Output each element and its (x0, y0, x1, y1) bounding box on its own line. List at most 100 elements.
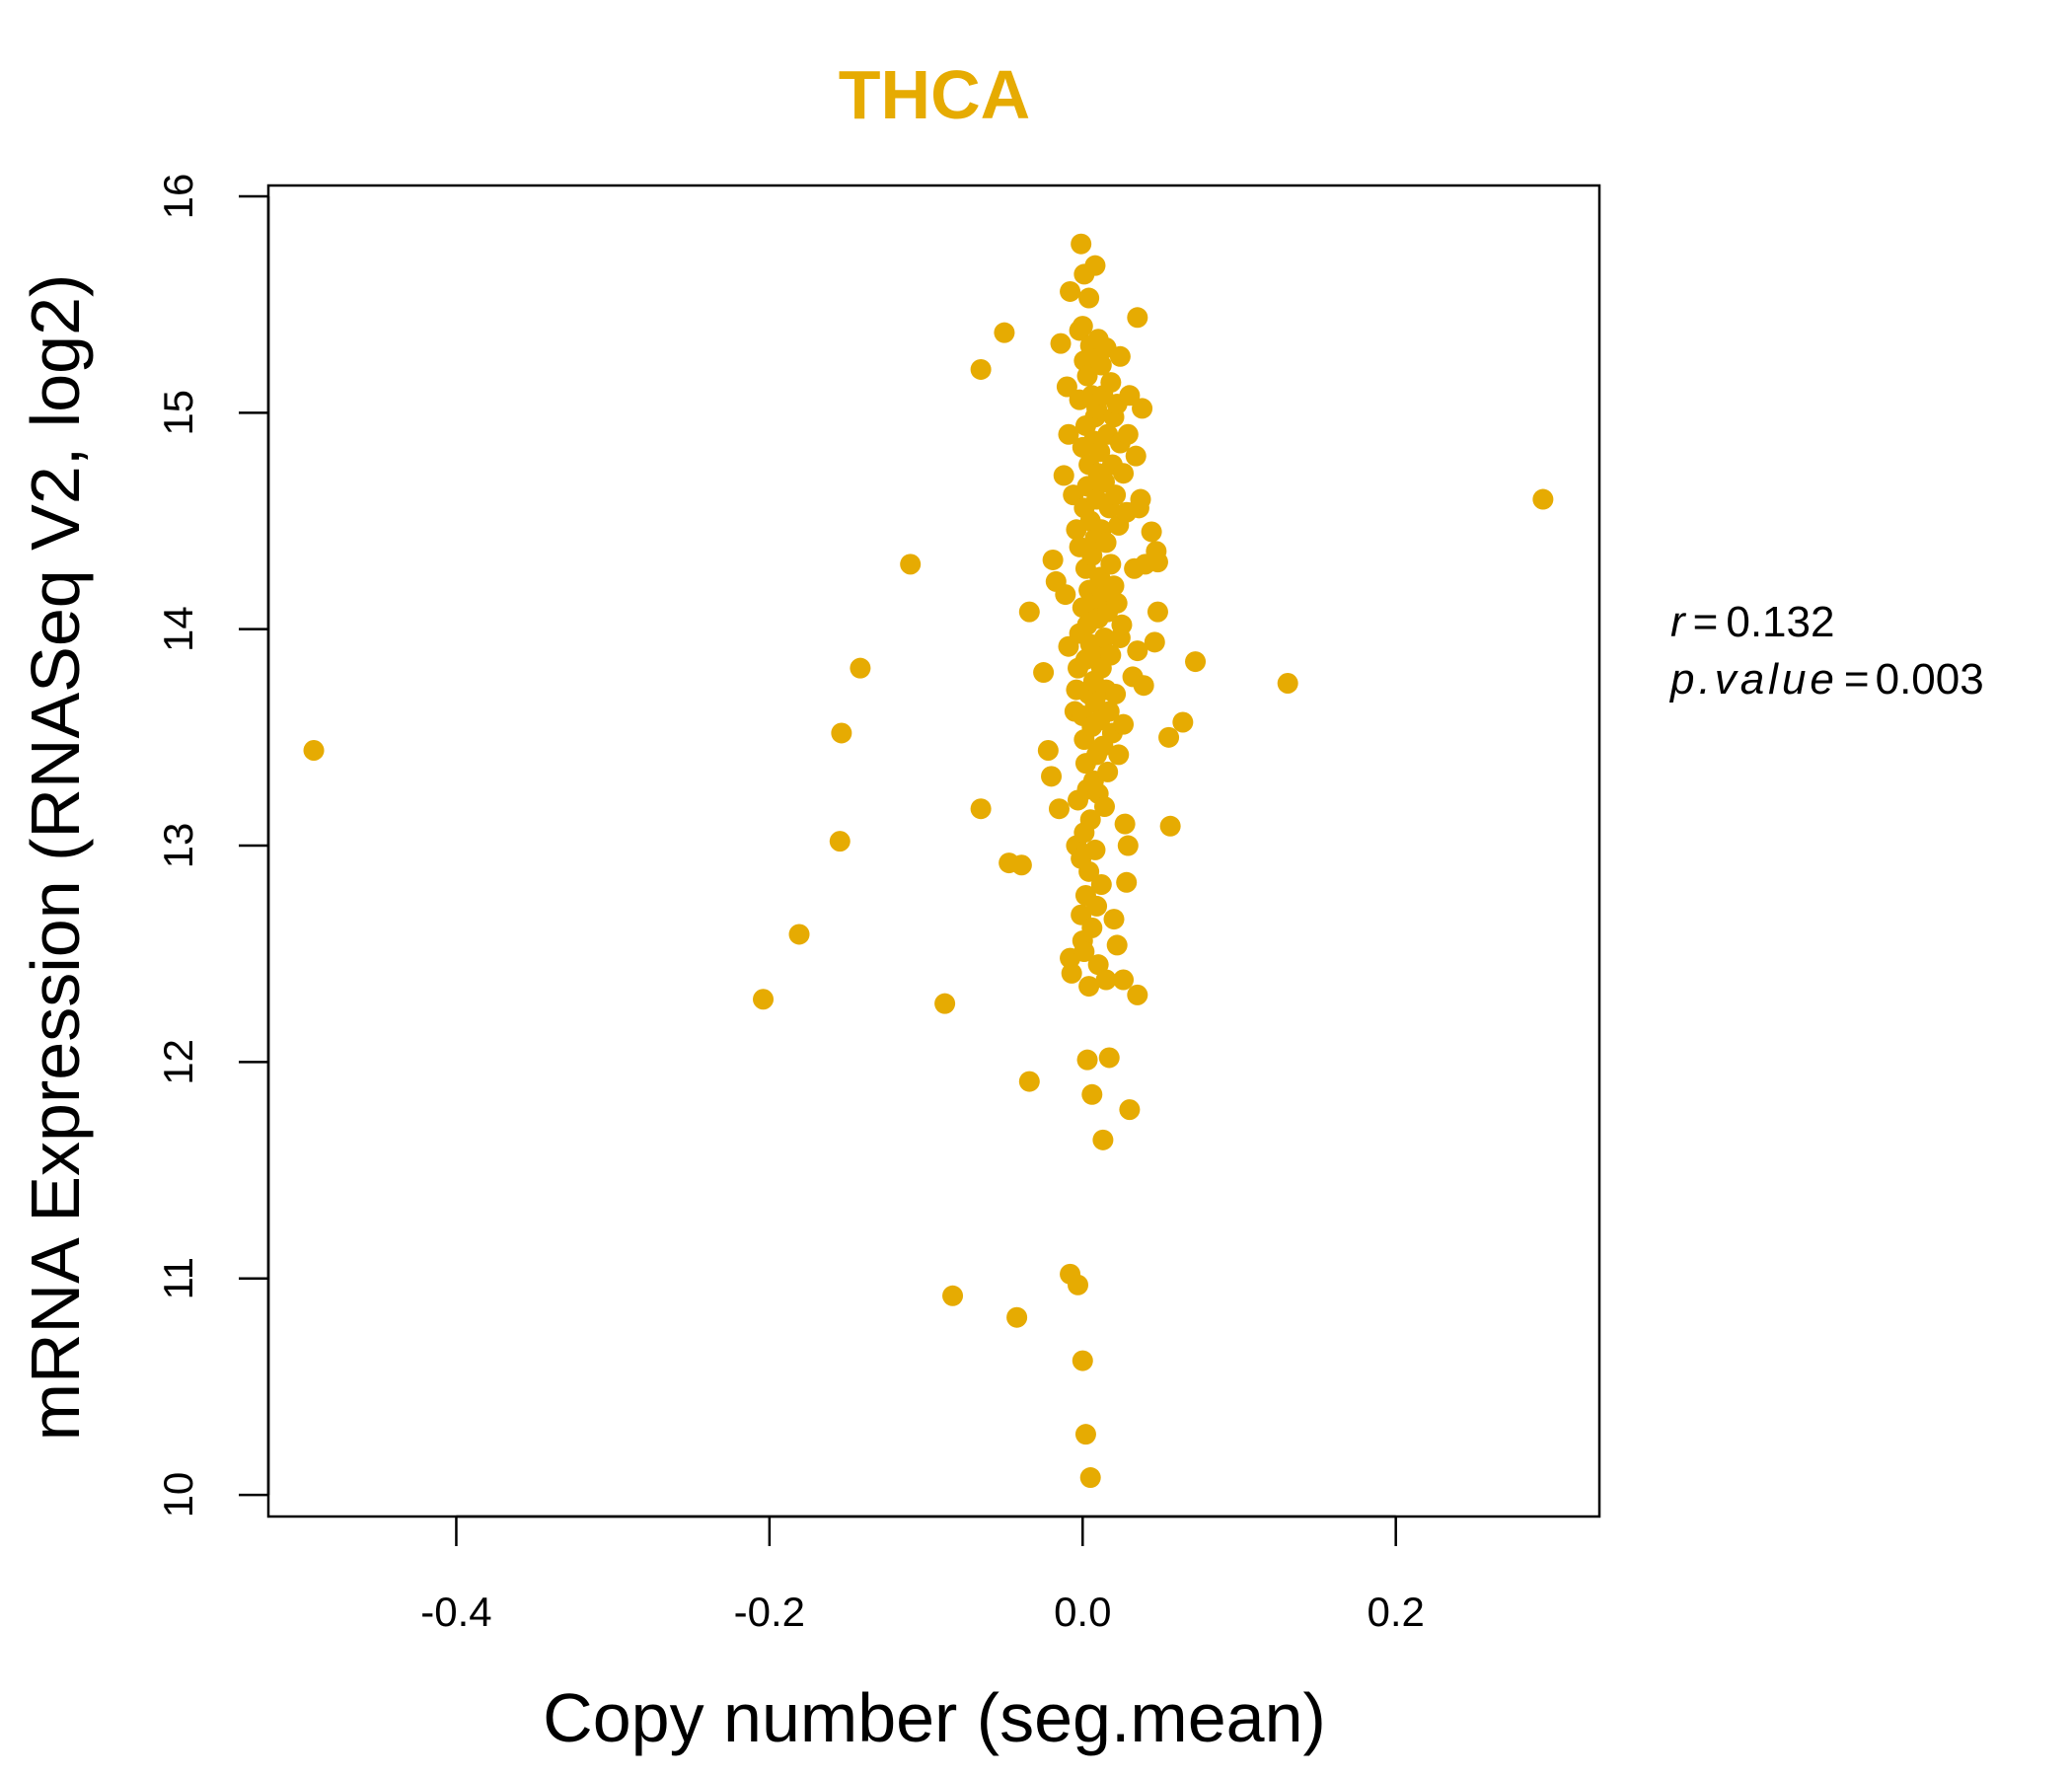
x-tick-label: -0.4 (420, 1589, 491, 1635)
chart-title: THCA (839, 56, 1030, 133)
y-tick-label: 12 (155, 1039, 201, 1085)
data-point (1058, 423, 1079, 445)
data-point (1079, 1467, 1101, 1489)
stats-annotation: r = 0.132 p.value = 0.003 (1668, 598, 1984, 703)
data-point (1081, 1083, 1103, 1105)
data-point (1098, 1047, 1120, 1069)
data-point (831, 722, 852, 744)
y-tick-label: 14 (155, 606, 201, 652)
data-point (900, 554, 922, 575)
data-point (1053, 465, 1074, 486)
data-point (1106, 592, 1128, 614)
data-point (1068, 1274, 1089, 1295)
data-point (1076, 365, 1098, 387)
data-point (1056, 376, 1077, 398)
data-point (1113, 713, 1135, 735)
data-point (1119, 1099, 1141, 1121)
points-layer (303, 233, 1554, 1489)
data-point (1532, 488, 1554, 510)
data-point (1006, 1306, 1028, 1328)
data-point (1100, 554, 1122, 575)
data-point (1141, 521, 1162, 543)
data-point (1117, 423, 1139, 445)
data-point (1072, 1350, 1093, 1371)
data-point (1098, 701, 1120, 722)
data-point (970, 358, 992, 380)
data-point (1159, 815, 1181, 837)
y-tick-label: 16 (155, 174, 201, 220)
data-point (1105, 683, 1127, 704)
svg-text:r=0.132: r = 0.132 (1670, 598, 1834, 646)
data-point (1127, 640, 1148, 662)
x-tick-label: -0.2 (734, 1589, 805, 1635)
data-point (1158, 726, 1180, 748)
data-point (1125, 445, 1147, 467)
data-point (1078, 287, 1100, 309)
data-point (1097, 761, 1119, 782)
data-point (1172, 711, 1194, 733)
data-point (753, 989, 775, 1010)
data-point (1086, 895, 1108, 917)
plot-frame (266, 184, 1601, 1518)
data-point (1127, 307, 1148, 329)
data-point (1078, 976, 1100, 998)
data-point (942, 1285, 964, 1306)
r-equals: = (1693, 598, 1719, 646)
data-point (1081, 917, 1103, 938)
data-point (1114, 813, 1136, 835)
data-point (1103, 909, 1125, 930)
data-point (934, 993, 956, 1014)
p-value: 0.003 (1876, 655, 1984, 703)
data-point (1048, 798, 1070, 820)
data-point (1076, 1049, 1098, 1071)
data-point (1074, 1424, 1096, 1445)
data-point (1090, 873, 1112, 895)
data-point (1037, 740, 1059, 762)
data-point (1092, 1129, 1114, 1150)
data-point (1081, 545, 1103, 566)
data-point (970, 798, 992, 820)
data-point (1078, 860, 1100, 882)
data-point (1127, 984, 1148, 1005)
r-label: r (1670, 598, 1687, 646)
y-tick-label: 11 (155, 1257, 201, 1300)
x-tick-label: 0.0 (1054, 1589, 1111, 1635)
data-point (1093, 627, 1115, 648)
data-point (1042, 549, 1064, 570)
data-point (788, 924, 810, 945)
data-point (1100, 644, 1122, 666)
p-equals: = (1844, 655, 1870, 703)
data-point (1095, 532, 1117, 554)
y-axis-label: mRNA Expression (RNASeq V2, log2) (17, 274, 94, 1442)
data-point (1111, 614, 1133, 635)
data-point (1185, 651, 1207, 673)
data-point (1010, 854, 1032, 876)
data-point (994, 322, 1015, 343)
data-point (1132, 398, 1153, 419)
x-axis: -0.4 -0.2 0.0 0.2 (420, 1515, 1425, 1635)
data-point (1116, 871, 1138, 893)
data-point (1113, 463, 1135, 484)
data-point (1147, 601, 1168, 623)
data-point (303, 740, 325, 762)
data-point (1090, 354, 1112, 376)
data-point (1147, 552, 1168, 573)
data-point (1084, 255, 1106, 276)
data-point (1105, 484, 1127, 506)
data-point (1113, 969, 1135, 991)
data-point (1033, 662, 1055, 684)
p-label: p.value (1668, 655, 1838, 703)
data-point (1144, 631, 1165, 653)
data-point (1130, 488, 1151, 510)
y-axis: 10 11 12 13 14 15 16 (155, 174, 270, 1518)
x-axis-label: Copy number (seg.mean) (543, 1679, 1326, 1756)
x-tick-label: 0.2 (1367, 1589, 1424, 1635)
data-point (1117, 835, 1139, 856)
y-tick-label: 10 (155, 1472, 201, 1518)
data-point (1018, 601, 1040, 623)
data-point (1072, 316, 1093, 337)
data-point (1109, 345, 1131, 367)
data-point (1119, 385, 1141, 407)
data-point (850, 657, 871, 679)
svg-text:p.value=0.003: p.value = 0.003 (1668, 655, 1984, 703)
